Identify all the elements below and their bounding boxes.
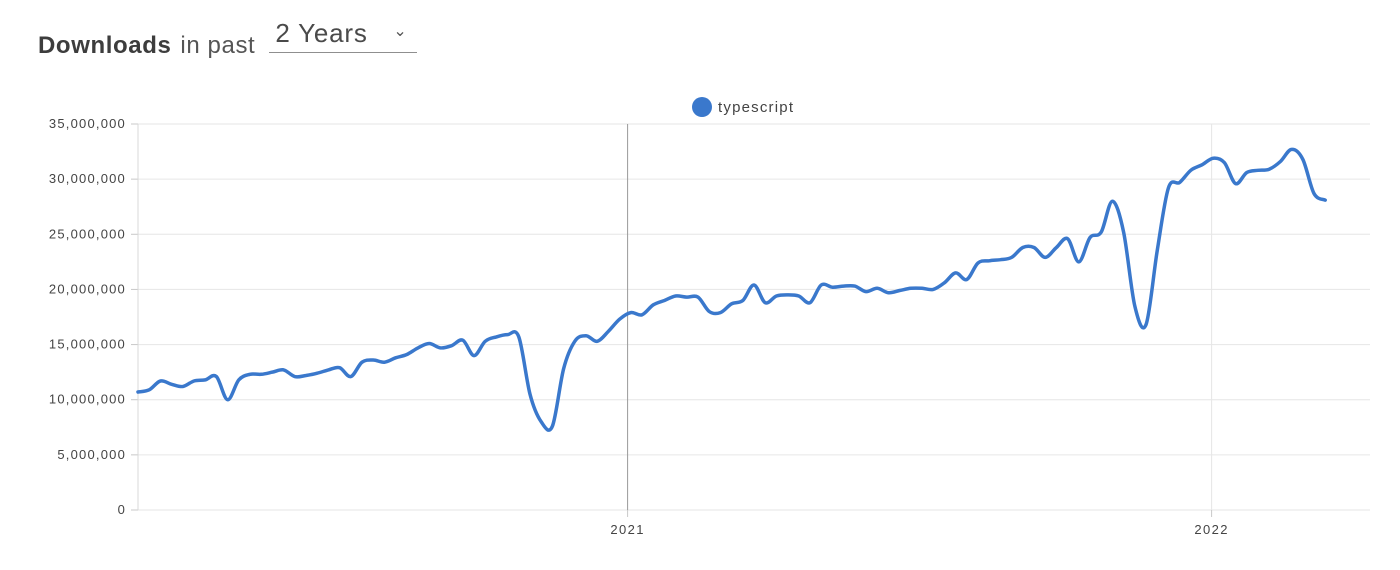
chevron-down-icon: ⌄	[393, 23, 408, 40]
y-tick-label: 35,000,000	[49, 116, 126, 131]
grid-lines	[138, 123, 1370, 511]
legend[interactable]: typescript	[692, 97, 794, 117]
legend-label[interactable]: typescript	[718, 99, 794, 116]
y-tick-label: 0	[118, 502, 126, 517]
downloads-line-chart[interactable]: 0 5,000,000 10,000,000 15,000,000 20,000,000…	[0, 80, 1400, 550]
y-tick-label: 15,000,000	[49, 337, 126, 352]
y-tick-label: 30,000,000	[49, 171, 126, 186]
header-title: Downloads	[38, 32, 172, 59]
axes: 0 5,000,000 10,000,000 15,000,000 20,000,000…	[49, 116, 1229, 537]
y-tick-label: 5,000,000	[57, 447, 126, 462]
series-layer	[136, 147, 1327, 432]
downloads-header: Downloads in past 2 Years ⌄	[38, 18, 418, 59]
period-select-value: 2 Years	[275, 18, 368, 48]
period-select[interactable]: 2 Years ⌄	[269, 18, 418, 53]
x-tick-label: 2021	[610, 522, 645, 537]
series-line-typescript	[136, 147, 1327, 432]
header-subtitle: in past	[180, 32, 256, 59]
y-tick-label: 10,000,000	[49, 392, 126, 407]
legend-swatch[interactable]	[692, 97, 712, 117]
y-tick-label: 20,000,000	[49, 281, 126, 296]
y-tick-label: 25,000,000	[49, 226, 126, 241]
x-tick-label: 2022	[1194, 522, 1229, 537]
